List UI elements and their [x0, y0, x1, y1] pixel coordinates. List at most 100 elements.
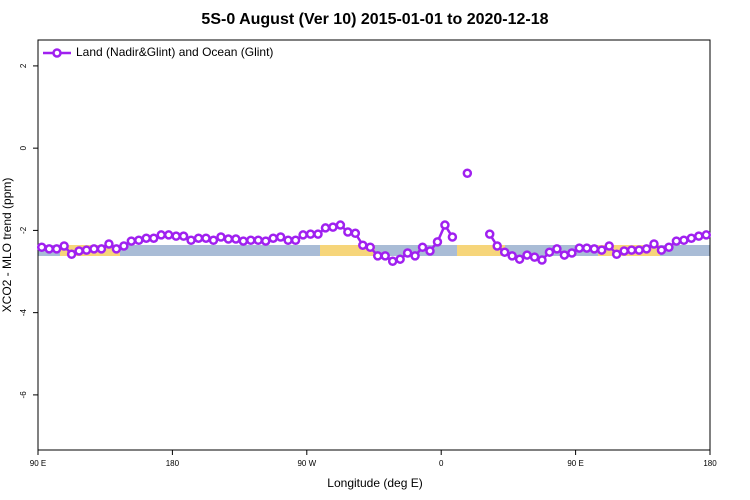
point — [514, 254, 525, 264]
legend-label: Land (Nadir&Glint) and Ocean (Glint) — [76, 45, 273, 59]
point — [216, 232, 226, 242]
point — [425, 246, 435, 256]
strip-ocean — [375, 245, 457, 256]
point — [589, 244, 600, 254]
point — [365, 242, 376, 253]
point — [380, 251, 390, 261]
point — [559, 250, 570, 260]
x-tick-label: 180 — [703, 459, 717, 468]
point — [671, 236, 682, 246]
x-tick-label: 90 W — [297, 459, 316, 468]
point — [178, 231, 189, 241]
point — [126, 236, 137, 246]
point — [290, 235, 301, 246]
point — [529, 252, 540, 262]
point — [484, 229, 495, 239]
y-axis-label: XCO2 - MLO trend (ppm) — [0, 178, 14, 313]
point — [447, 232, 458, 242]
point — [499, 247, 510, 257]
point — [186, 235, 196, 246]
point — [656, 245, 667, 255]
point — [679, 235, 689, 246]
point — [358, 240, 368, 250]
point — [201, 233, 211, 243]
point — [694, 231, 704, 241]
point — [163, 230, 174, 240]
point — [36, 242, 47, 253]
y-tick-label: 0 — [19, 145, 28, 150]
point — [664, 242, 674, 253]
point — [275, 232, 286, 242]
point — [626, 245, 637, 255]
y-tick-label: -4 — [19, 309, 28, 317]
legend-marker — [52, 48, 62, 58]
point — [611, 249, 622, 260]
point — [634, 245, 644, 255]
point — [552, 244, 562, 254]
point — [604, 241, 614, 251]
strip-ocean — [120, 245, 320, 256]
point — [96, 244, 107, 254]
point — [574, 243, 585, 253]
point — [567, 248, 577, 258]
point — [320, 223, 331, 233]
point — [596, 245, 607, 255]
strip-land — [457, 245, 505, 256]
point — [440, 220, 450, 230]
point — [387, 256, 398, 266]
point — [507, 251, 517, 261]
point — [171, 231, 181, 241]
point — [432, 237, 443, 247]
point — [641, 244, 652, 254]
y-tick-label: 2 — [19, 63, 28, 68]
point — [208, 235, 219, 246]
point — [156, 230, 166, 240]
point — [372, 251, 383, 261]
point — [74, 246, 84, 256]
x-tick-label: 180 — [166, 459, 180, 468]
point — [260, 236, 271, 246]
point — [148, 233, 159, 243]
point — [89, 244, 99, 254]
point — [193, 233, 204, 243]
x-axis-label: Longitude (deg E) — [327, 476, 422, 490]
point — [492, 241, 502, 251]
x-tick-label: 0 — [439, 459, 444, 468]
point — [335, 220, 346, 230]
point — [350, 228, 361, 239]
point — [417, 242, 428, 253]
point — [66, 249, 77, 260]
point — [328, 222, 338, 232]
point — [686, 233, 697, 243]
point — [313, 229, 323, 239]
point — [268, 233, 278, 243]
point — [141, 233, 152, 243]
y-tick-label: -2 — [19, 226, 28, 234]
point — [81, 245, 92, 255]
point — [343, 227, 353, 237]
point — [462, 168, 473, 178]
point — [238, 236, 249, 246]
point — [701, 230, 712, 240]
point — [223, 234, 234, 244]
point — [111, 244, 122, 254]
point — [44, 244, 54, 254]
point — [231, 234, 241, 244]
y-tick-label: -6 — [19, 391, 28, 399]
point — [619, 246, 629, 256]
point — [410, 251, 420, 261]
strip-ocean — [660, 245, 710, 256]
point — [253, 235, 264, 246]
point — [649, 239, 659, 249]
point — [104, 239, 114, 249]
point — [119, 241, 129, 251]
strip-land — [320, 245, 375, 256]
point — [59, 241, 69, 251]
point — [134, 235, 144, 246]
point — [395, 254, 405, 264]
point — [522, 250, 532, 260]
x-tick-label: 90 E — [567, 459, 583, 468]
point — [283, 235, 293, 246]
point — [51, 244, 62, 254]
